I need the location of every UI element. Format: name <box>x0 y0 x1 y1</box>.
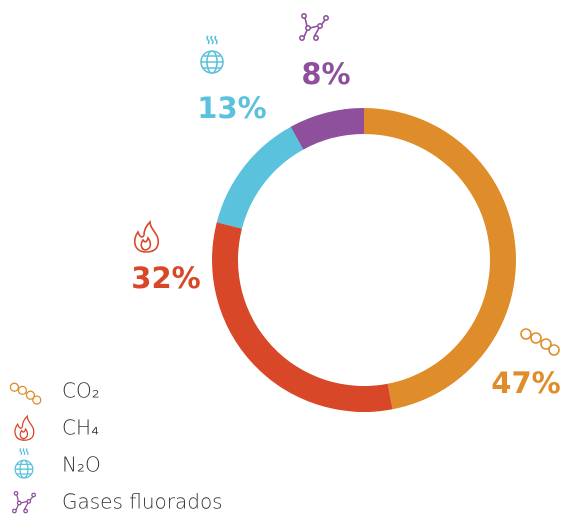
icon <box>133 220 160 253</box>
icon-part <box>299 35 306 42</box>
icon <box>520 328 560 356</box>
value-label: 47% <box>491 366 560 400</box>
icon-part <box>323 15 330 22</box>
icon-part <box>312 35 320 42</box>
icon-part <box>11 508 17 514</box>
icon-part <box>201 35 223 69</box>
donut-segment <box>216 126 304 229</box>
icon <box>299 13 330 42</box>
icon-part <box>540 338 552 350</box>
icon-part <box>23 508 29 514</box>
icon-part <box>548 344 560 356</box>
value-label: 8% <box>301 57 350 91</box>
icon-part <box>520 328 532 340</box>
icon-part <box>9 382 20 392</box>
icon <box>11 490 37 514</box>
donut-segment <box>290 108 364 150</box>
value-label: 13% <box>197 91 266 125</box>
icon <box>14 414 35 441</box>
icon-part <box>32 395 42 405</box>
legend-label: Gases fluorados <box>62 490 223 514</box>
icon-part <box>14 414 35 441</box>
icon-part <box>17 385 28 396</box>
donut-segment <box>364 108 516 410</box>
icon-part <box>31 492 37 498</box>
icon-part <box>15 494 34 511</box>
icon-part <box>25 390 36 400</box>
icon-part <box>316 23 324 30</box>
icon <box>14 447 34 479</box>
legend-label: N₂O <box>62 453 101 477</box>
icon-part <box>301 13 308 20</box>
icon <box>200 35 224 74</box>
icon-part <box>13 490 19 496</box>
value-label: 32% <box>131 261 200 295</box>
icon <box>9 382 42 405</box>
icon-part <box>15 447 33 475</box>
icon-part <box>16 500 22 506</box>
icon-part <box>530 332 542 344</box>
icon-part <box>133 220 160 253</box>
icon-part <box>26 499 32 504</box>
legend-label: CH₄ <box>62 416 99 440</box>
legend-label: CO₂ <box>62 379 100 403</box>
donut-segment <box>212 222 393 412</box>
icon-part <box>303 17 326 38</box>
icon-part <box>305 24 312 32</box>
